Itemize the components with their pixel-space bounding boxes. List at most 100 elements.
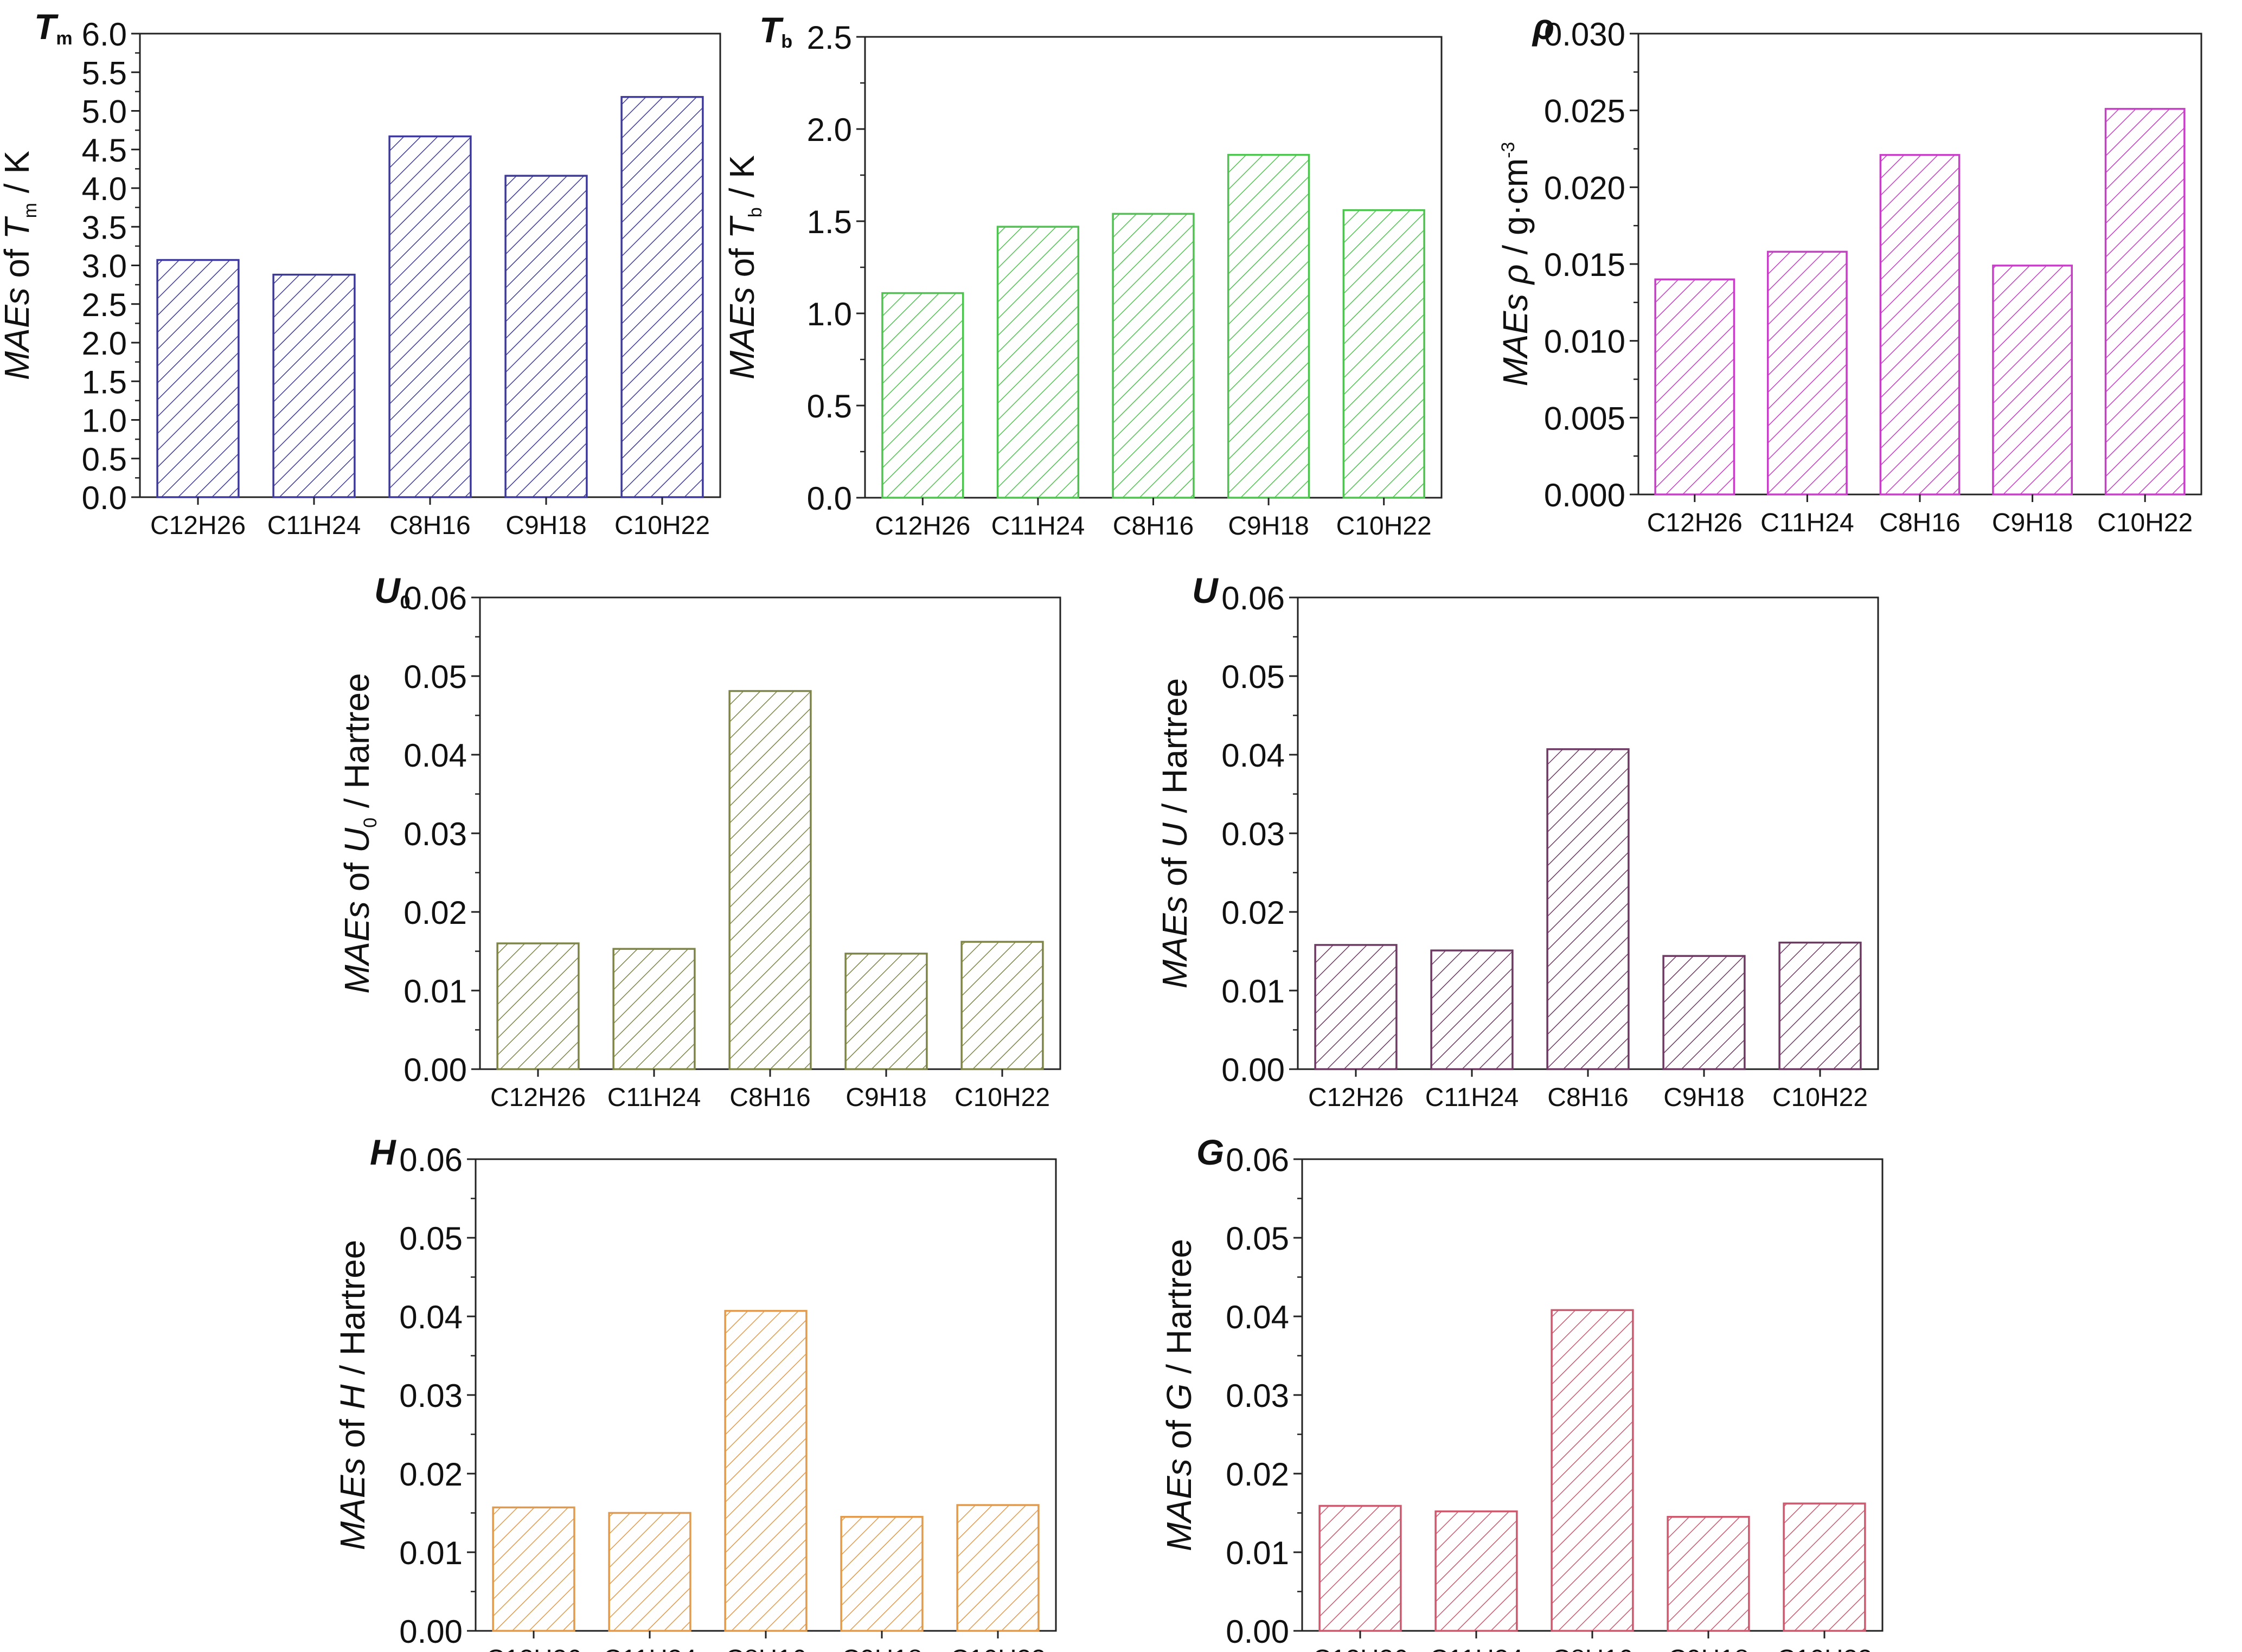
bar-u-c8h16	[1546, 748, 1630, 1070]
y-tick-label: 2.0	[807, 112, 852, 148]
x-tick-label: C8H16	[725, 1645, 806, 1652]
x-tick-label: C11H24	[603, 1645, 697, 1652]
y-tick-label: 0.01	[1226, 1535, 1289, 1571]
y-tick-label: 0.015	[1544, 247, 1625, 283]
bar-g-c8h16	[1551, 1309, 1634, 1632]
x-tick-label: C12H26	[875, 512, 970, 541]
bar-tm-c10h22	[620, 96, 704, 498]
y-tick-label: 0.05	[1221, 659, 1285, 695]
chart-panel-rho: 0.000 0.005 0.010 0.015 0.020 0.025 0.030 C12H2…	[1496, 7, 2202, 537]
x-tick-label: C8H16	[1113, 512, 1194, 541]
y-tick-label: 0.020	[1544, 170, 1625, 206]
x-tick-label: C10H22	[1336, 512, 1432, 541]
y-tick-label: 0.06	[1221, 580, 1285, 616]
y-tick-label: 0.02	[399, 1456, 463, 1493]
bar-tm-c9h18	[504, 175, 588, 498]
x-tick-label: C9H18	[1663, 1083, 1744, 1112]
panel-label-tm: Tm	[34, 7, 73, 49]
x-tick-label: C12H26	[486, 1645, 581, 1652]
bar-h-c10h22	[956, 1504, 1040, 1632]
chart-panels: 0.00.51.01.52.02.53.03.54.04.55.05.56.0C…	[0, 7, 2202, 1652]
x-tick-label: C10H22	[2097, 509, 2193, 537]
x-tick-label: C10H22	[1772, 1083, 1868, 1112]
bar-g-c12h26	[1318, 1505, 1402, 1632]
x-tick-label: C9H18	[1228, 512, 1309, 541]
y-tick-label: 0.5	[807, 388, 852, 425]
bar-rho-c12h26	[1654, 278, 1735, 496]
chart-panel-tb: 0.0 0.5 1.0 1.5 2.0 2.5 C12H26 C11H24 C8H16 C9H18…	[722, 10, 1443, 541]
y-tick-label: 0.05	[403, 659, 467, 695]
y-tick-label: 0.00	[399, 1614, 463, 1650]
y-tick-label: 0.0	[82, 480, 127, 516]
y-tick-label: 0.00	[1226, 1614, 1289, 1650]
bar-tb-c10h22	[1342, 209, 1425, 499]
y-tick-label: 0.01	[403, 973, 467, 1010]
bar-u0-c11h24	[612, 948, 696, 1070]
y-tick-label: 0.03	[403, 816, 467, 852]
y-tick-label: 1.5	[807, 204, 852, 240]
y-tick-label: 0.02	[403, 895, 467, 931]
x-tick-label: C10H22	[950, 1645, 1046, 1652]
bar-rho-c9h18	[1992, 265, 2073, 496]
bar-g-c11h24	[1434, 1510, 1518, 1632]
bar-tb-c11h24	[996, 226, 1080, 499]
panel-label-h: H	[370, 1132, 396, 1172]
panel-label-u0: U0	[374, 570, 411, 613]
y-tick-label: 0.03	[399, 1378, 463, 1414]
y-axis-title: MAEs of Tm / K	[0, 151, 41, 380]
x-tick-label: C10H22	[1777, 1645, 1872, 1652]
panel-label-g: G	[1196, 1132, 1224, 1172]
x-tick-label: C8H16	[389, 511, 470, 540]
y-tick-label: 1.0	[82, 403, 127, 439]
y-tick-label: 0.0	[807, 480, 852, 517]
bar-u-c12h26	[1314, 944, 1398, 1070]
chart-panel-tm: 0.00.51.01.52.02.53.03.54.04.55.05.56.0 C…	[0, 7, 721, 540]
y-axis-title: MAEs ρ / g·cm-3	[1496, 142, 1535, 387]
y-tick-label: 1.0	[807, 296, 852, 332]
y-tick-label: 0.05	[399, 1220, 463, 1257]
x-tick-label: C8H16	[729, 1083, 810, 1112]
y-tick-label: 0.06	[399, 1142, 463, 1178]
bar-tm-c12h26	[156, 259, 240, 498]
y-tick-label: 0.03	[1221, 816, 1285, 852]
bar-tm-c11h24	[272, 273, 356, 498]
y-tick-label: 0.000	[1544, 477, 1625, 513]
y-tick-label: 2.0	[82, 325, 127, 362]
x-tick-label: C10H22	[614, 511, 710, 540]
x-tick-label: C11H24	[267, 511, 361, 540]
bar-h-c11h24	[608, 1512, 691, 1632]
y-axis-title: MAEs of G / Hartree	[1160, 1239, 1199, 1551]
y-tick-label: 0.00	[403, 1052, 467, 1088]
x-tick-label: C11H24	[991, 512, 1085, 541]
y-tick-label: 0.02	[1221, 895, 1285, 931]
y-tick-label: 0.010	[1544, 324, 1625, 360]
chart-panel-u: 0.00 0.01 0.02 0.03 0.04 0.05 0.06 C12H26 C11H24…	[1155, 570, 1879, 1112]
x-tick-label: C12H26	[1312, 1645, 1408, 1652]
chart-panel-h: 0.00 0.01 0.02 0.03 0.04 0.05 0.06 C12H26 C11H24…	[333, 1132, 1057, 1652]
bar-rho-c11h24	[1766, 250, 1848, 496]
bar-tb-c8h16	[1112, 213, 1195, 499]
y-tick-label: 0.5	[82, 441, 127, 478]
x-tick-label: C11H24	[607, 1083, 701, 1112]
x-tick-label: C9H18	[505, 511, 586, 540]
bar-rho-c8h16	[1879, 154, 1961, 496]
y-axis-title: MAEs of Tb / K	[722, 155, 766, 380]
y-tick-label: 4.0	[82, 171, 127, 207]
bar-h-c9h18	[840, 1516, 924, 1632]
bar-tm-c8h16	[388, 135, 472, 498]
y-tick-label: 0.025	[1544, 93, 1625, 130]
x-tick-label: C11H24	[1425, 1083, 1519, 1112]
y-axis-title: MAEs of U / Hartree	[1155, 678, 1194, 989]
x-tick-label: C8H16	[1552, 1645, 1632, 1652]
bar-u-c11h24	[1430, 949, 1514, 1070]
y-tick-label: 0.04	[1221, 737, 1285, 774]
y-tick-label: 0.04	[1226, 1299, 1289, 1335]
y-tick-label: 0.03	[1226, 1378, 1289, 1414]
y-tick-label: 5.5	[82, 55, 127, 91]
y-tick-label: 0.00	[1221, 1052, 1285, 1088]
panel-label-tb: Tb	[759, 10, 792, 52]
bar-g-c10h22	[1783, 1502, 1866, 1632]
y-tick-label: 1.5	[82, 364, 127, 400]
y-tick-label: 5.0	[82, 94, 127, 130]
